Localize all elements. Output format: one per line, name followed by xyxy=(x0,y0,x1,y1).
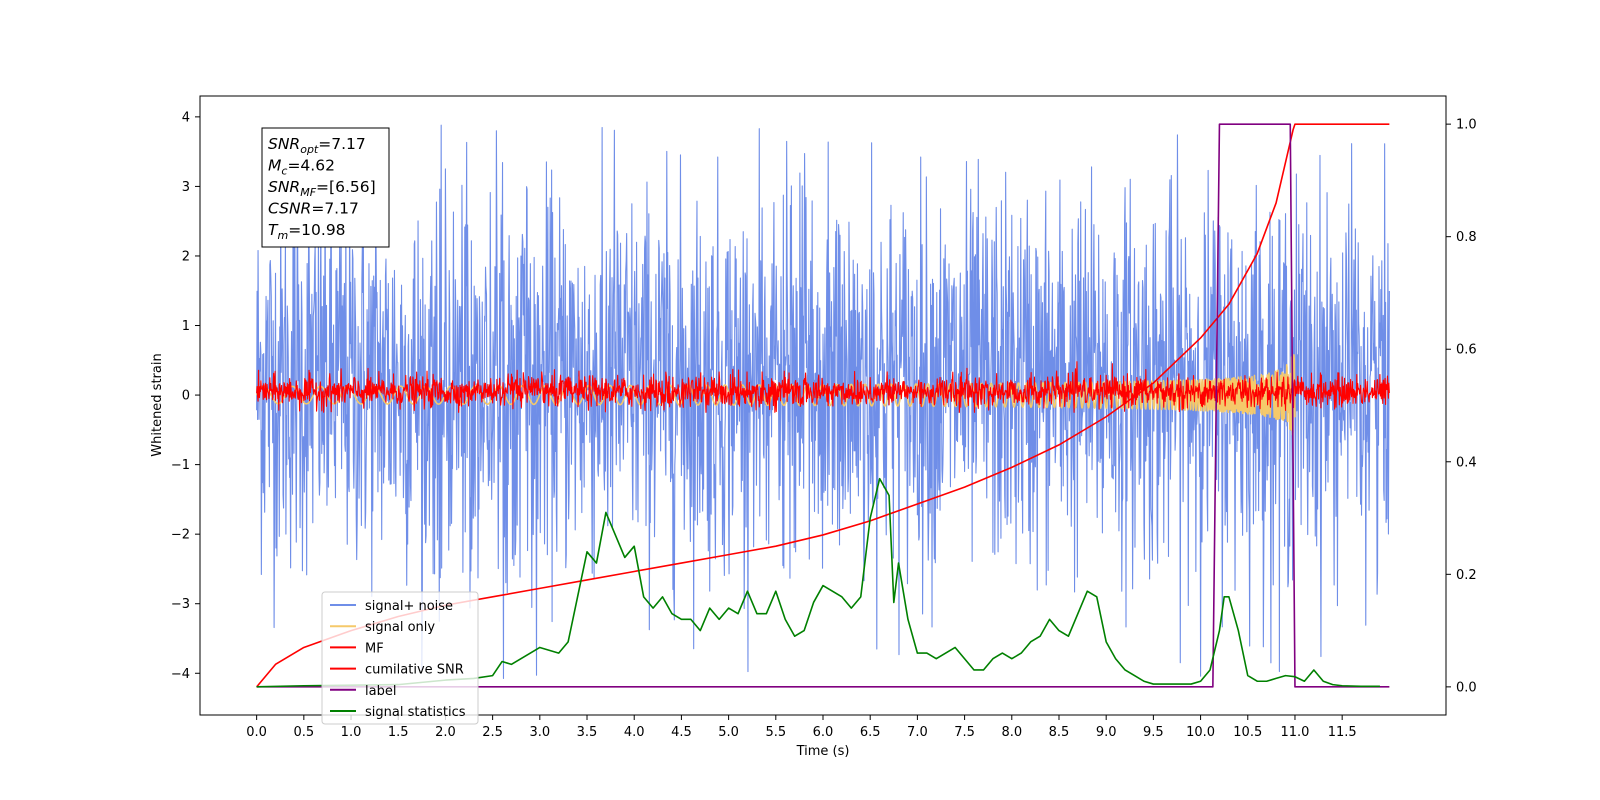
y-axis-label: Whitened strain xyxy=(150,353,165,456)
y-right-tick-label: 1.0 xyxy=(1456,118,1477,133)
annotation-line: SNRMF=[6.56] xyxy=(268,178,376,199)
y-left-tick-label: −4 xyxy=(171,667,190,682)
y-left-axis: 4 3 2 1 0 −1 −2 −3 −4 xyxy=(171,110,200,682)
legend-entry: cumilative SNR xyxy=(365,663,464,678)
y-right-tick-label: 0.2 xyxy=(1456,568,1477,583)
x-tick-label: 8.5 xyxy=(1049,725,1070,740)
annotation-line: Tm=10.98 xyxy=(268,221,346,242)
x-tick-label: 9.5 xyxy=(1143,725,1164,740)
x-tick-label: 2.5 xyxy=(482,725,503,740)
x-tick-label: 10.5 xyxy=(1233,725,1262,740)
annotation-line: Mc=4.62 xyxy=(268,157,335,178)
x-tick-label: 9.0 xyxy=(1096,725,1117,740)
y-left-tick-label: 3 xyxy=(182,180,190,195)
x-tick-label: 5.5 xyxy=(765,725,786,740)
series-line-2 xyxy=(256,361,1390,413)
legend-frame xyxy=(321,591,479,725)
legend-entry: label xyxy=(365,684,396,699)
x-tick-label: 5.0 xyxy=(718,725,739,740)
x-tick-label: 4.0 xyxy=(624,725,645,740)
x-tick-label: 4.5 xyxy=(671,725,692,740)
x-tick-label: 6.5 xyxy=(860,725,881,740)
y-right-axis: 1.0 0.8 0.6 0.4 0.2 0.0 xyxy=(1446,118,1477,695)
annotation-line: CSNR=7.17 xyxy=(268,200,359,218)
y-left-tick-label: −2 xyxy=(171,528,190,543)
y-right-tick-label: 0.8 xyxy=(1456,230,1477,245)
legend: signal+ noise signal only MF cumilative SNR… xyxy=(321,591,479,725)
y-left-tick-label: −3 xyxy=(171,597,190,612)
x-tick-label: 1.5 xyxy=(388,725,409,740)
x-axis-label: Time (s) xyxy=(796,744,850,759)
y-right-tick-label: 0.4 xyxy=(1456,455,1477,470)
x-tick-label: 7.0 xyxy=(907,725,928,740)
y-right-tick-label: 0.6 xyxy=(1456,343,1477,358)
annotation-line: SNRopt=7.17 xyxy=(268,135,366,156)
x-tick-label: 10.0 xyxy=(1186,725,1215,740)
series-line-5 xyxy=(256,477,1380,688)
y-left-tick-label: 1 xyxy=(182,319,190,334)
y-right-tick-label: 0.0 xyxy=(1456,680,1477,695)
y-left-tick-label: 0 xyxy=(182,389,190,404)
x-tick-label: 1.0 xyxy=(341,725,362,740)
x-tick-label: 2.0 xyxy=(435,725,456,740)
x-tick-label: 7.5 xyxy=(954,725,975,740)
x-tick-label: 6.0 xyxy=(813,725,834,740)
legend-entry: signal statistics xyxy=(365,705,466,720)
x-tick-label: 8.0 xyxy=(1001,725,1022,740)
x-axis: 0.0 0.5 1.0 1.5 2.0 2.5 3.0 3.5 4.0 4.5 5.0 5.5 6.0 6… xyxy=(246,715,1357,740)
y-left-tick-label: 2 xyxy=(182,249,190,264)
series-line-0 xyxy=(256,124,1390,680)
x-tick-label: 3.5 xyxy=(577,725,598,740)
legend-entry: MF xyxy=(365,641,384,656)
y-left-tick-label: 4 xyxy=(182,110,190,125)
x-tick-label: 11.0 xyxy=(1280,725,1309,740)
annotation-frame xyxy=(261,127,390,248)
x-tick-label: 0.0 xyxy=(246,725,267,740)
series-line-4 xyxy=(256,123,1390,688)
x-tick-label: 3.0 xyxy=(529,725,550,740)
legend-entry: signal+ noise xyxy=(365,599,453,614)
legend-entry: signal only xyxy=(365,620,435,635)
y-left-tick-label: −1 xyxy=(171,458,190,473)
x-tick-label: 0.5 xyxy=(293,725,314,740)
x-tick-label: 11.5 xyxy=(1328,725,1357,740)
